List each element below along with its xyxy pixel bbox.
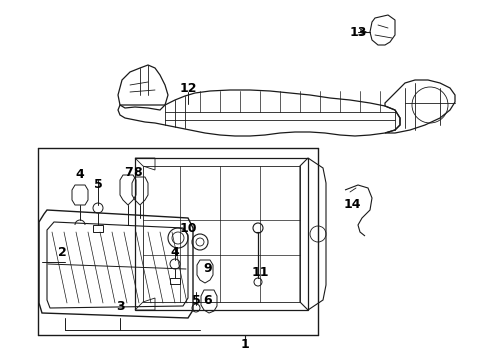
Text: 1: 1	[241, 338, 249, 351]
Text: 5: 5	[94, 179, 102, 192]
Text: 3: 3	[116, 300, 124, 312]
Text: 8: 8	[134, 166, 142, 179]
Text: 14: 14	[343, 198, 361, 211]
Text: 9: 9	[204, 261, 212, 274]
Text: 4: 4	[171, 246, 179, 258]
Text: 6: 6	[204, 293, 212, 306]
Text: 11: 11	[251, 266, 269, 279]
Text: 2: 2	[58, 247, 66, 260]
Text: 7: 7	[123, 166, 132, 179]
Text: 13: 13	[349, 26, 367, 39]
Text: 4: 4	[75, 168, 84, 181]
Text: 10: 10	[179, 221, 197, 234]
Text: 12: 12	[179, 81, 197, 94]
Text: 5: 5	[192, 293, 200, 306]
